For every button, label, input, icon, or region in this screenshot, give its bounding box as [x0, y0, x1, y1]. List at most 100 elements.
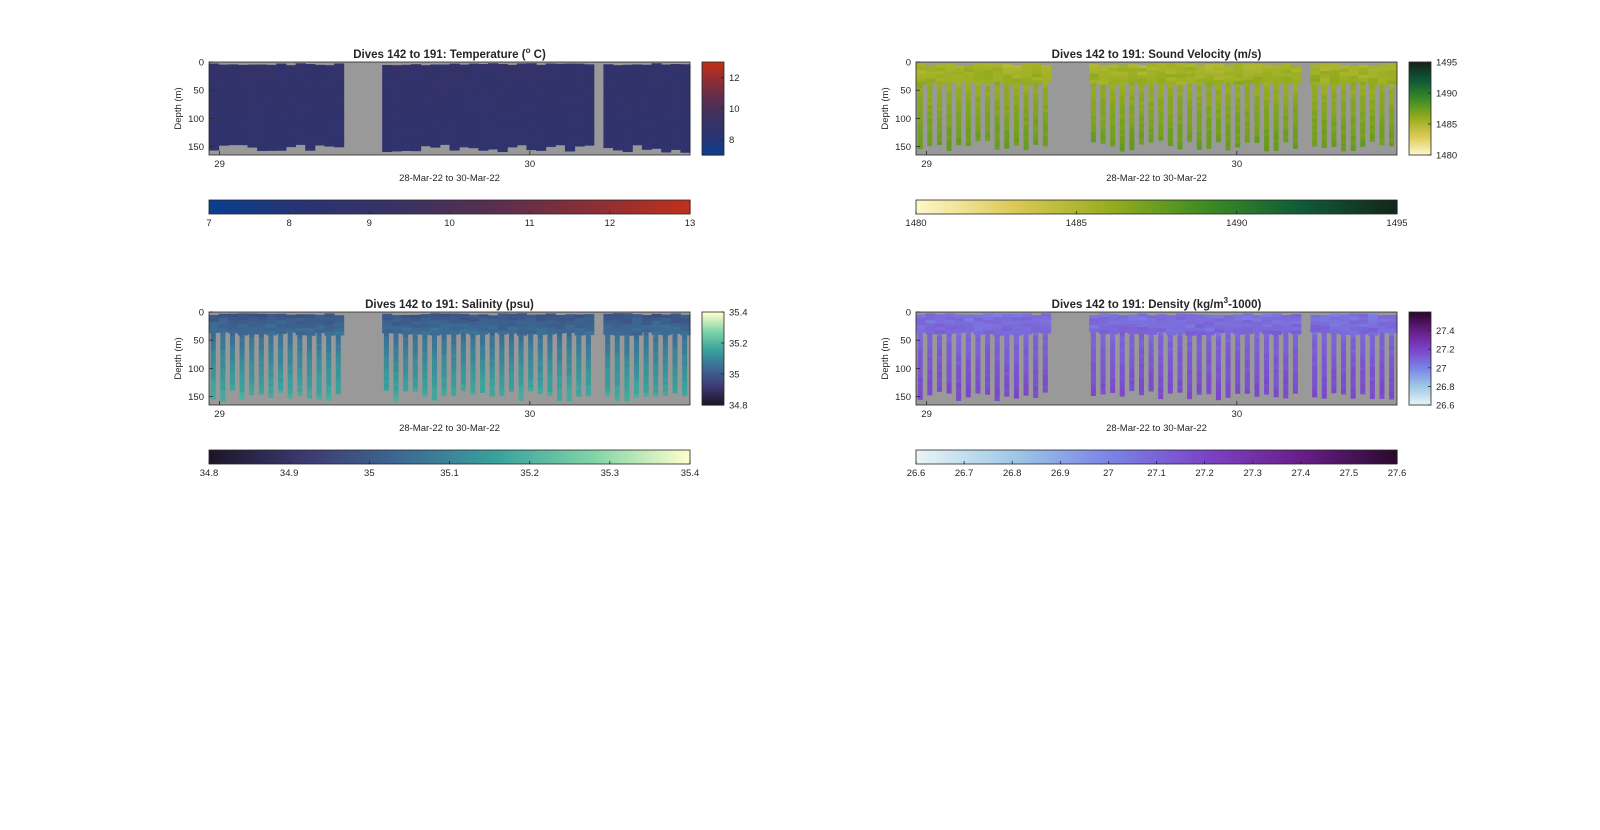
heatmap-cell — [1196, 103, 1202, 108]
heatmap-cell — [946, 92, 952, 98]
heatmap-cell — [574, 142, 585, 147]
heatmap-cell — [314, 71, 325, 76]
colorbar-segment — [621, 450, 627, 464]
heatmap-cell — [287, 366, 293, 371]
heatmap-cell — [545, 327, 556, 332]
heatmap-cell — [1273, 351, 1279, 356]
heatmap-cell — [670, 131, 681, 136]
heatmap-cell — [1158, 352, 1164, 357]
heatmap-cell — [1002, 78, 1013, 83]
heatmap-cell — [478, 330, 489, 335]
heatmap-cell — [487, 315, 499, 320]
heatmap-cell — [1119, 369, 1125, 374]
heatmap-cell — [1119, 352, 1125, 357]
heatmap-cell — [220, 357, 226, 362]
heatmap-cell — [1119, 335, 1125, 340]
heatmap-cell — [480, 337, 486, 341]
heatmap-cell — [1013, 348, 1019, 353]
heatmap-cell — [305, 103, 316, 108]
heatmap-cell — [393, 368, 399, 373]
colorbar-segment — [617, 200, 623, 214]
heatmap-cell — [459, 88, 470, 93]
heatmap-cell — [927, 337, 933, 342]
heatmap-cell — [964, 321, 975, 326]
heatmap-cell — [680, 104, 691, 109]
heatmap-cell — [528, 368, 534, 373]
heatmap-cell — [1187, 92, 1193, 97]
heatmap-cell — [1339, 79, 1350, 84]
heatmap-cell — [1158, 101, 1164, 106]
heatmap-cell — [1377, 81, 1388, 86]
colorbar-segment — [1409, 94, 1431, 97]
heatmap-cell — [487, 109, 499, 114]
heatmap-cell — [460, 371, 466, 376]
heatmap-cell — [1090, 115, 1096, 120]
heatmap-cell — [257, 64, 268, 69]
heatmap-cell — [430, 74, 441, 79]
heatmap-cell — [247, 98, 258, 103]
heatmap-cell — [449, 121, 460, 126]
heatmap-cell — [334, 122, 345, 127]
heatmap-cell — [965, 115, 971, 120]
colorbar-segment — [1409, 100, 1431, 103]
heatmap-cell — [268, 338, 274, 343]
heatmap-cell — [507, 126, 518, 131]
heatmap-cell — [268, 390, 274, 395]
colorbar-segment — [681, 450, 687, 464]
heatmap-cell — [228, 94, 239, 99]
heatmap-cell — [1310, 318, 1321, 323]
heatmap-cell — [459, 320, 470, 325]
heatmap-cell — [420, 320, 431, 325]
colorbar-segment — [649, 450, 655, 464]
heatmap-cell — [478, 67, 489, 72]
heatmap-cell — [965, 112, 971, 116]
heatmap-cell — [917, 388, 923, 393]
heatmap-cell — [1264, 139, 1270, 145]
heatmap-cell — [651, 77, 662, 82]
heatmap-cell — [1002, 317, 1013, 322]
heatmap-cell — [1254, 86, 1260, 91]
colorbar-segment — [521, 450, 527, 464]
colorbar-segment — [345, 200, 350, 214]
heatmap-cell — [1321, 377, 1327, 382]
heatmap-cell — [994, 349, 1000, 354]
heatmap-cell — [459, 115, 470, 120]
colorbar-segment — [1112, 200, 1118, 214]
heatmap-cell — [632, 87, 643, 92]
heatmap-cell — [916, 325, 927, 330]
heatmap-cell — [1235, 370, 1241, 375]
heatmap-cell — [1023, 357, 1029, 362]
heatmap-cell — [258, 370, 264, 375]
colorbar-segment — [533, 200, 539, 214]
heatmap-cell — [480, 379, 486, 384]
heatmap-cell — [1254, 359, 1260, 364]
colorbar-segment — [585, 200, 591, 214]
heatmap-cell — [927, 381, 933, 386]
heatmap-cell — [1341, 334, 1347, 339]
colorbar-segment — [1409, 131, 1431, 134]
heatmap-cell — [1177, 106, 1183, 111]
heatmap-cell — [266, 146, 277, 151]
heatmap-cell — [622, 331, 633, 336]
heatmap-cell — [1127, 320, 1138, 325]
heatmap-cell — [1148, 135, 1154, 140]
heatmap-cell — [1292, 383, 1298, 388]
heatmap-cell — [1360, 370, 1366, 375]
colorbar-segment — [1409, 86, 1431, 89]
heatmap-cell — [605, 392, 611, 397]
colorbar-segment — [702, 142, 724, 145]
heatmap-cell — [680, 89, 691, 95]
heatmap-cell — [1185, 80, 1196, 84]
heatmap-cell — [1379, 131, 1385, 136]
heatmap-cell — [994, 106, 1000, 111]
heatmap-cell — [297, 391, 303, 396]
colorbar-segment — [277, 450, 282, 464]
heatmap-cell — [305, 135, 316, 140]
heatmap-cell — [1177, 98, 1183, 104]
colorbar-segment — [305, 200, 310, 214]
heatmap-cell — [1138, 124, 1144, 129]
heatmap-cell — [956, 385, 962, 391]
heatmap-cell — [324, 142, 335, 147]
heatmap-cell — [258, 333, 264, 338]
heatmap-cell — [1350, 355, 1356, 360]
